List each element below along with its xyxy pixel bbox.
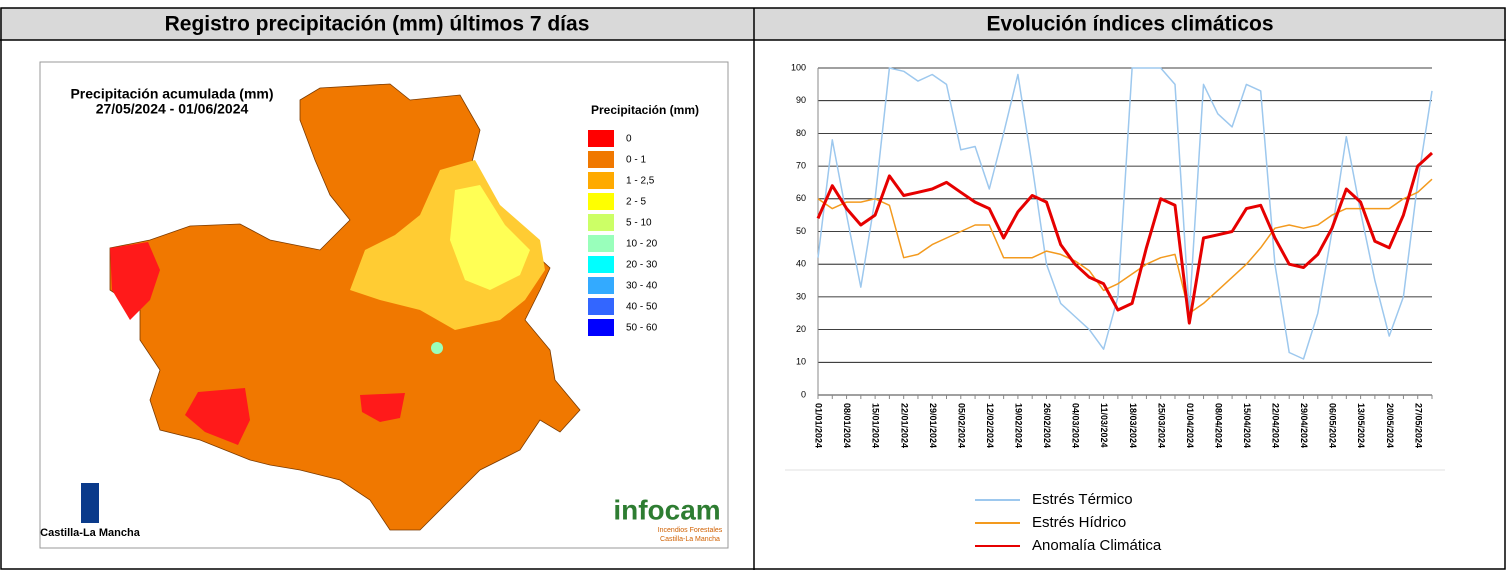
- legend-swatch: [588, 319, 614, 336]
- brand-sub: Castilla-La Mancha: [660, 536, 720, 543]
- x-tick-label: 13/05/2024: [1356, 403, 1366, 448]
- brand: infocam: [613, 494, 720, 525]
- x-tick-label: 06/05/2024: [1328, 403, 1338, 448]
- x-tick-label: 29/04/2024: [1299, 403, 1309, 448]
- header-left: Registro precipitación (mm) últimos 7 dí…: [165, 13, 590, 36]
- legend-label: Estrés Hídrico: [1032, 514, 1126, 531]
- legend-label: 10 - 20: [626, 239, 658, 250]
- y-tick-label: 50: [796, 226, 806, 236]
- brand-sub: Incendios Forestales: [658, 527, 723, 534]
- map-subtitle: 27/05/2024 - 01/06/2024: [96, 101, 249, 117]
- legend-label: 0 - 1: [626, 155, 646, 166]
- legend-swatch: [588, 256, 614, 273]
- y-tick-label: 60: [796, 193, 806, 203]
- x-tick-label: 15/04/2024: [1242, 403, 1252, 448]
- region-label: Castilla-La Mancha: [40, 527, 141, 539]
- y-tick-label: 70: [796, 160, 806, 170]
- x-tick-label: 04/03/2024: [1071, 403, 1081, 448]
- x-tick-label: 25/03/2024: [1156, 403, 1166, 448]
- legend-swatch: [588, 193, 614, 210]
- x-tick-label: 01/04/2024: [1185, 403, 1195, 448]
- x-tick-label: 20/05/2024: [1385, 403, 1395, 448]
- map: Precipitación acumulada (mm) 27/05/2024 …: [39, 61, 729, 549]
- legend-swatch: [588, 298, 614, 315]
- legend-label: 20 - 30: [626, 260, 658, 271]
- y-tick-label: 30: [796, 291, 806, 301]
- legend-label: 0: [626, 134, 632, 145]
- legend-label: 2 - 5: [626, 197, 646, 208]
- map-legend-title: Precipitación (mm): [591, 103, 699, 117]
- legend-swatch: [588, 214, 614, 231]
- x-tick-label: 12/02/2024: [985, 403, 995, 448]
- x-tick-label: 26/02/2024: [1042, 403, 1052, 448]
- green-spot: [431, 342, 443, 354]
- x-tick-label: 11/03/2024: [1099, 403, 1109, 448]
- legend-label: Estrés Térmico: [1032, 491, 1133, 508]
- y-tick-label: 20: [796, 324, 806, 334]
- x-tick-label: 18/03/2024: [1128, 403, 1138, 448]
- x-tick-label: 29/01/2024: [928, 403, 938, 448]
- chart: 0 10 20 30 40 50 60 70 80 90 100 01/01/2024 08/01/20…: [785, 62, 1445, 554]
- legend-label: 30 - 40: [626, 281, 658, 292]
- x-tick-label: 08/01/2024: [842, 403, 852, 448]
- x-tick-label: 15/01/2024: [871, 403, 881, 448]
- x-tick-label: 22/01/2024: [899, 403, 909, 448]
- red-patch: [360, 393, 405, 422]
- legend-label: 40 - 50: [626, 302, 658, 313]
- legend-label: 5 - 10: [626, 218, 652, 229]
- header-right: Evolución índices climáticos: [986, 13, 1273, 36]
- legend-label: 1 - 2,5: [626, 176, 655, 187]
- legend-swatch: [588, 151, 614, 168]
- y-tick-label: 40: [796, 259, 806, 269]
- legend-swatch: [588, 277, 614, 294]
- yellow-core: [450, 185, 530, 290]
- header-row: [0, 8, 1506, 40]
- x-tick-label: 27/05/2024: [1413, 403, 1423, 448]
- legend-swatch: [588, 235, 614, 252]
- x-tick-label: 22/04/2024: [1271, 403, 1281, 448]
- legend-swatch: [588, 172, 614, 189]
- y-tick-label: 100: [791, 62, 806, 72]
- x-tick-label: 01/01/2024: [814, 403, 824, 448]
- legend-label: 50 - 60: [626, 323, 658, 334]
- map-title: Precipitación acumulada (mm): [70, 86, 273, 102]
- emblem: [81, 483, 99, 523]
- x-tick-label: 19/02/2024: [1014, 403, 1024, 448]
- series-line: [817, 178, 1433, 315]
- y-tick-label: 0: [801, 389, 806, 399]
- series-line: [817, 67, 1433, 360]
- legend-label: Anomalía Climática: [1032, 537, 1162, 554]
- legend-swatch: [588, 130, 614, 147]
- series-line: [816, 151, 1434, 325]
- x-tick-label: 05/02/2024: [956, 403, 966, 448]
- y-tick-label: 90: [796, 95, 806, 105]
- y-tick-label: 10: [796, 357, 806, 367]
- table-border: [0, 7, 1506, 570]
- red-patch: [185, 388, 250, 445]
- y-tick-label: 80: [796, 128, 806, 138]
- red-patch: [110, 242, 160, 320]
- yellow-area: [350, 160, 545, 330]
- x-tick-label: 08/04/2024: [1213, 403, 1223, 448]
